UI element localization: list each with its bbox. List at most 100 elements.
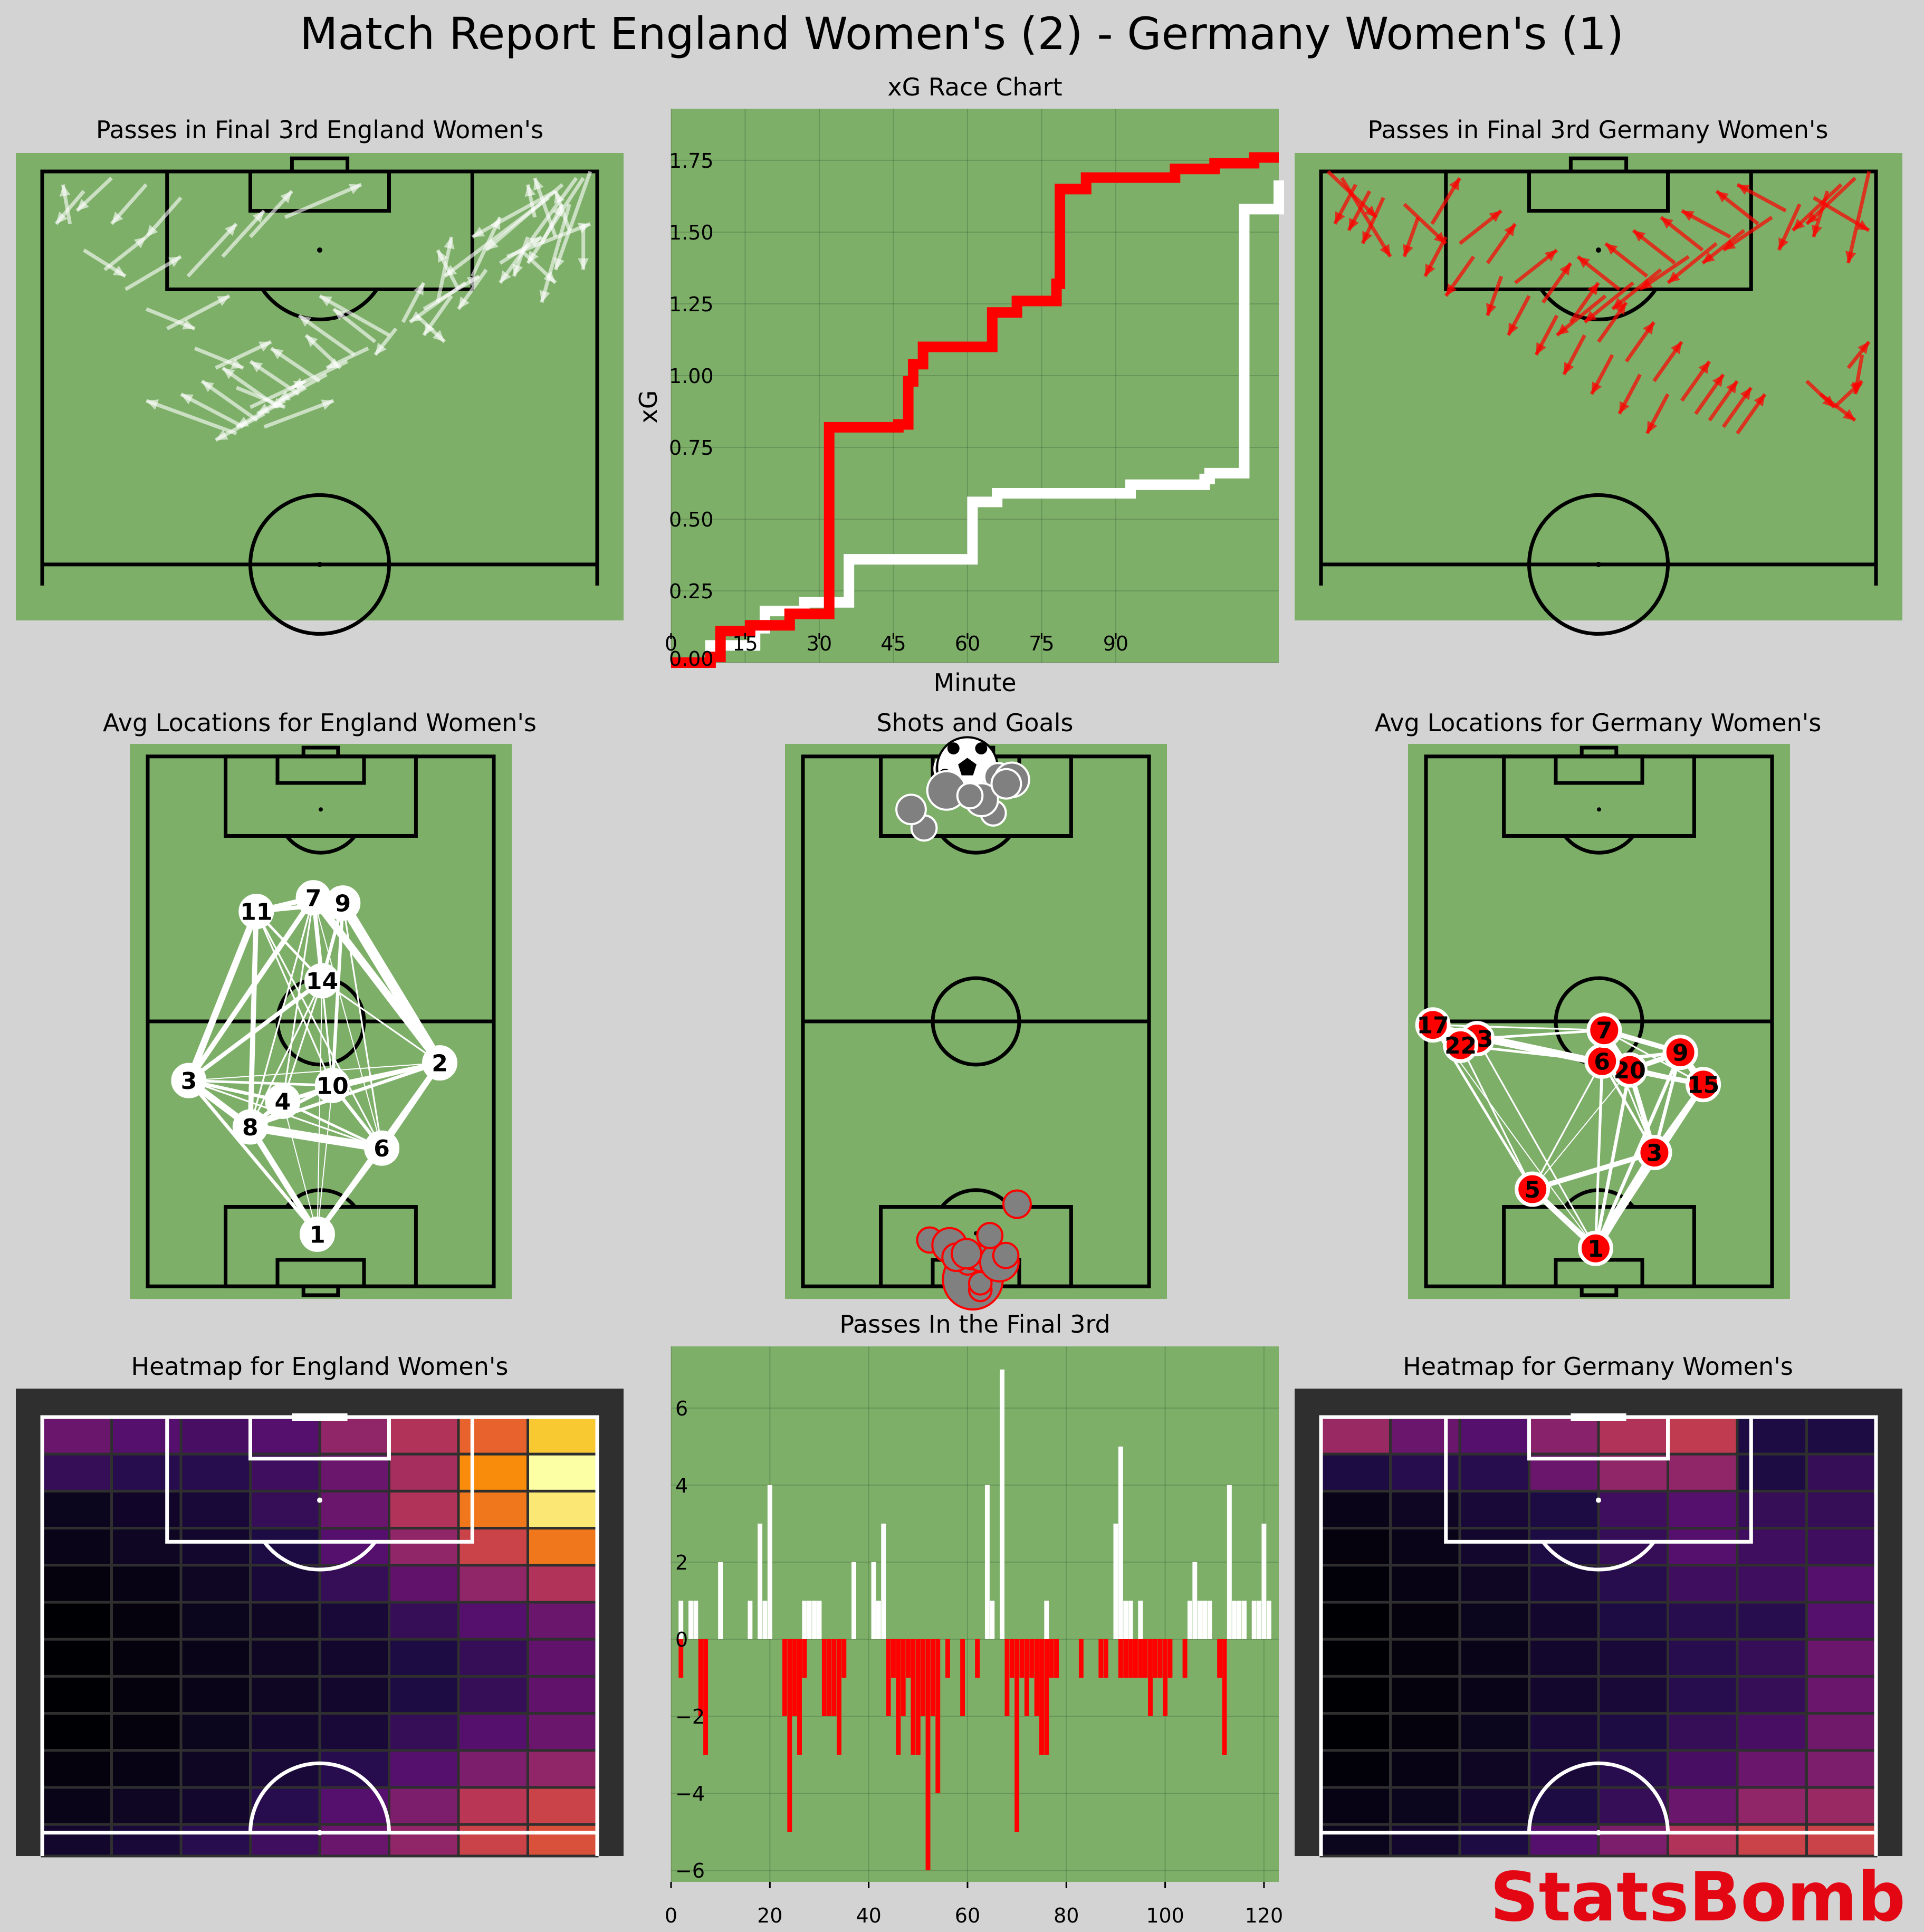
heat-germany-title: Heatmap for Germany Women's [1403, 1352, 1793, 1381]
heatmap-cell [1667, 1638, 1739, 1678]
pass-arrowhead [348, 184, 361, 194]
penalty-arc [1563, 835, 1635, 855]
passes-germany-panel [1295, 153, 1902, 636]
pass-count-bar [797, 1639, 802, 1755]
pass-count-bar [1118, 1446, 1123, 1639]
heatmap-cell [318, 1564, 390, 1604]
heatmap-cell [1389, 1675, 1461, 1715]
pass-arrowhead [56, 212, 68, 224]
pass-arrowhead [1486, 303, 1497, 316]
pass-arrowhead [1716, 191, 1729, 203]
heatmap-cell [527, 1564, 599, 1604]
pass-arrowhead [413, 283, 424, 296]
player-node [1577, 1230, 1613, 1266]
pass-arrowhead [333, 309, 346, 321]
pass-arrowhead [1557, 323, 1569, 336]
pass-count-bar [851, 1562, 856, 1639]
pass-count-bar [876, 1600, 881, 1639]
x-tick-label: 20 [757, 1904, 782, 1927]
player-number-label: 7 [1596, 1018, 1613, 1045]
pass-arrowhead [486, 238, 499, 250]
heatmap-cell [1389, 1564, 1461, 1604]
heatmap-cell [1736, 1675, 1808, 1715]
pass-arrowhead [112, 265, 126, 276]
penalty-arc [261, 288, 379, 321]
pass-arrowhead [1723, 239, 1736, 250]
pass-arrowhead [1640, 278, 1653, 290]
heatmap-cell [457, 1823, 529, 1858]
heatmap-cell [1389, 1749, 1461, 1789]
heatmap-cell [1736, 1564, 1808, 1604]
pass-arrowhead [1605, 243, 1618, 255]
england-shot-marker [990, 768, 1022, 800]
pass-network-edge [1477, 1029, 1604, 1040]
heatmap-cell [457, 1712, 529, 1752]
pass-arrowhead [320, 295, 332, 307]
player-node [238, 894, 274, 930]
heatmap-cell [1805, 1527, 1878, 1567]
heatmap-cell [41, 1675, 113, 1715]
pass-arrowhead [466, 276, 480, 287]
pass-count-bar [1039, 1639, 1044, 1755]
pass-arrowhead [500, 270, 512, 283]
penalty-arc [285, 835, 357, 855]
pass-count-bar [1133, 1639, 1138, 1678]
heatmap-cell [388, 1712, 460, 1752]
player-number-label: 14 [306, 968, 338, 995]
pass-count-bar [1009, 1639, 1014, 1678]
heatmap-cell [1319, 1415, 1392, 1456]
heatmap-cell [1736, 1415, 1808, 1456]
heatmap-cell [1597, 1415, 1669, 1456]
penalty-spot [317, 1497, 322, 1503]
pass-arrowhead [1362, 231, 1373, 244]
x-tick-label: 15 [732, 632, 758, 655]
penalty-arc [940, 1188, 1012, 1208]
heatmap-cell [527, 1786, 599, 1826]
heatmap-cell [1805, 1489, 1878, 1530]
germany-shot-marker [951, 1238, 982, 1270]
heatmap-cell [249, 1823, 321, 1858]
heatmap-cell [1667, 1452, 1739, 1493]
player-node [1415, 1007, 1451, 1043]
heatmap-cell [249, 1489, 321, 1530]
pass-arrowhead [554, 191, 565, 204]
pass-count-bar [688, 1600, 693, 1639]
pass-arrow [180, 393, 244, 429]
heatmap-cell [1667, 1489, 1739, 1530]
heatmap-cell [457, 1749, 529, 1789]
pass-arrowhead [1619, 401, 1630, 414]
pass-count-bar [1192, 1562, 1198, 1639]
pass-count-bar [915, 1639, 921, 1755]
heatmap-cell [249, 1564, 321, 1604]
heatmap-cell [179, 1638, 252, 1678]
pass-count-bar [693, 1600, 698, 1639]
y-tick-label: −2 [675, 1705, 705, 1728]
pass-count-bar [1251, 1600, 1257, 1639]
pass-arrowhead [1806, 212, 1819, 224]
pass-arrowhead [258, 341, 271, 352]
pass-arrowhead [512, 263, 523, 276]
pass-count-bar [1078, 1639, 1084, 1678]
heatmap-cell [249, 1601, 321, 1641]
pass-arrowhead [1335, 211, 1345, 224]
heatmap-cell [1805, 1638, 1878, 1678]
pass-network-edge [317, 980, 323, 1235]
pass-arrow [263, 399, 334, 429]
goal [301, 745, 340, 759]
xg-step-line [671, 152, 1279, 668]
pass-arrowhead [444, 265, 457, 276]
goal [1580, 1284, 1619, 1297]
pass-arrowhead [1740, 387, 1751, 400]
x-tick-label: 75 [1029, 632, 1054, 655]
pass-count-bar [945, 1639, 950, 1678]
avg-germany-title: Avg Locations for Germany Women's [1375, 709, 1822, 737]
heatmap-cell [1528, 1638, 1600, 1678]
heatmap-cell [1458, 1415, 1530, 1456]
pass-arrowhead [1364, 205, 1377, 217]
y-tick-label: 4 [675, 1474, 688, 1497]
passes-england-title: Passes in Final 3rd England Women's [96, 116, 543, 144]
pass-arrowhead [1702, 252, 1715, 263]
germany-shot-marker [1002, 1189, 1032, 1219]
heatmap-cell [1458, 1786, 1530, 1826]
x-tick-label: 40 [856, 1904, 881, 1927]
